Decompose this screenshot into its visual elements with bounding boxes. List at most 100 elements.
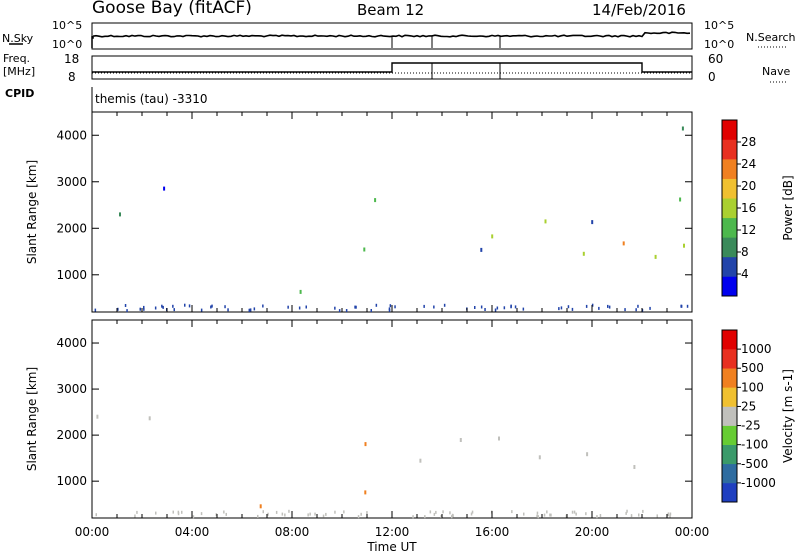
ground-cell <box>523 512 525 516</box>
ground-cell <box>484 308 486 311</box>
ground-cell <box>388 307 391 311</box>
ground-cell <box>649 306 651 310</box>
ground-cell <box>394 305 396 309</box>
ground-cell <box>637 304 639 308</box>
ground-cell <box>262 510 264 514</box>
ground-cell <box>549 513 551 517</box>
ground-cell <box>536 514 538 518</box>
power-colorbar-tick-label: 4 <box>741 267 749 281</box>
ground-cell <box>95 513 97 517</box>
ground-cell <box>354 305 356 309</box>
ground-cell <box>638 513 640 517</box>
ground-cell <box>284 513 286 517</box>
ground-cell <box>471 510 474 514</box>
ground-cell <box>227 308 229 312</box>
y-tick-label: 1000 <box>56 268 87 282</box>
ground-cell <box>287 305 289 309</box>
ground-cell <box>288 509 290 513</box>
ground-cell <box>412 515 414 519</box>
ground-cell <box>575 512 577 516</box>
ground-cell <box>591 303 594 307</box>
x-tick-label: 04:00 <box>175 525 210 539</box>
ground-cell <box>343 510 345 514</box>
ground-cell <box>567 305 570 309</box>
velocity-colorbar-tick-label: -100 <box>741 438 768 452</box>
ground-cell <box>451 515 453 519</box>
echo-cell <box>419 458 422 463</box>
ground-cell <box>429 510 432 514</box>
ground-cell <box>211 304 213 308</box>
ground-cell <box>143 307 145 311</box>
ground-cell <box>154 306 157 310</box>
nsearch-tick-high: 10^5 <box>704 19 735 32</box>
ground-cell <box>309 512 311 516</box>
ground-cell <box>596 515 598 519</box>
nsky-tick-low: 10^0 <box>52 38 83 51</box>
power-colorbar-swatch <box>722 276 737 297</box>
velocity-colorbar-tick-label: 100 <box>741 380 764 394</box>
nsearch-tick-low: 10^0 <box>704 38 735 51</box>
echo-cell <box>364 442 367 447</box>
ground-cell <box>656 514 658 518</box>
ground-cell <box>573 510 576 514</box>
ground-cell <box>635 308 637 312</box>
power-colorbar-swatch <box>722 237 737 258</box>
echo-cell <box>538 455 541 460</box>
x-axis-label: Time UT <box>366 540 417 554</box>
power-colorbar-label: Power [dB] <box>781 175 795 240</box>
ground-cell <box>224 305 226 309</box>
ground-cell <box>181 510 183 514</box>
ground-cell <box>172 304 174 308</box>
ground-cell <box>249 308 252 312</box>
ground-cell <box>139 307 141 311</box>
ground-cell <box>642 509 644 513</box>
ground-cell <box>423 304 425 308</box>
ground-cell <box>192 515 195 519</box>
ground-cell <box>536 511 539 515</box>
ground-cell <box>94 308 97 312</box>
freq-tick-low: 8 <box>68 70 76 84</box>
ground-cell <box>440 515 442 518</box>
ground-cell <box>449 511 451 515</box>
y-tick-label: 2000 <box>56 221 87 235</box>
freq-label-2: [MHz] <box>3 65 36 78</box>
nsky-label: N.Sky <box>2 32 34 45</box>
echo-cell <box>148 416 151 421</box>
ground-cell <box>435 510 437 514</box>
ground-cell <box>345 309 348 312</box>
ground-cell <box>334 306 336 310</box>
freq-label-1: Freq. <box>3 52 31 65</box>
ground-cell <box>585 304 588 308</box>
ground-cell <box>155 511 157 515</box>
power-colorbar-swatch <box>722 217 737 238</box>
echo-cell <box>163 186 166 191</box>
ground-cell <box>503 306 506 310</box>
ground-cell <box>607 304 609 308</box>
ground-cell <box>177 510 180 514</box>
ground-cell <box>669 512 672 516</box>
freq-panel-frame <box>91 55 693 80</box>
nave-label: Nave <box>762 65 791 78</box>
velocity-colorbar-swatch <box>722 330 737 350</box>
velocity-colorbar-tick-label: -1000 <box>741 476 776 490</box>
ground-cell <box>599 514 602 517</box>
ground-cell <box>314 512 316 516</box>
power-heatmap <box>94 126 689 313</box>
freq-trace <box>92 62 692 79</box>
echo-cell <box>633 465 636 469</box>
echo-cell <box>491 234 494 239</box>
ground-cell <box>248 308 251 312</box>
axes: 4000 3000 2000 1000 Slant Range [km] 4000 3000… <box>25 112 709 554</box>
echo-cell <box>683 243 685 248</box>
ground-cell <box>322 514 325 518</box>
velocity-colorbar-swatch <box>722 387 737 407</box>
echo-cell <box>119 212 121 217</box>
echo-cell <box>374 198 377 203</box>
ground-cell <box>624 308 626 312</box>
ground-cell <box>470 512 473 516</box>
noise-trace <box>91 31 691 48</box>
ground-cell <box>225 512 227 516</box>
ground-cell <box>136 510 138 514</box>
ground-cell <box>480 305 483 309</box>
power-colorbar-swatch <box>722 120 737 140</box>
